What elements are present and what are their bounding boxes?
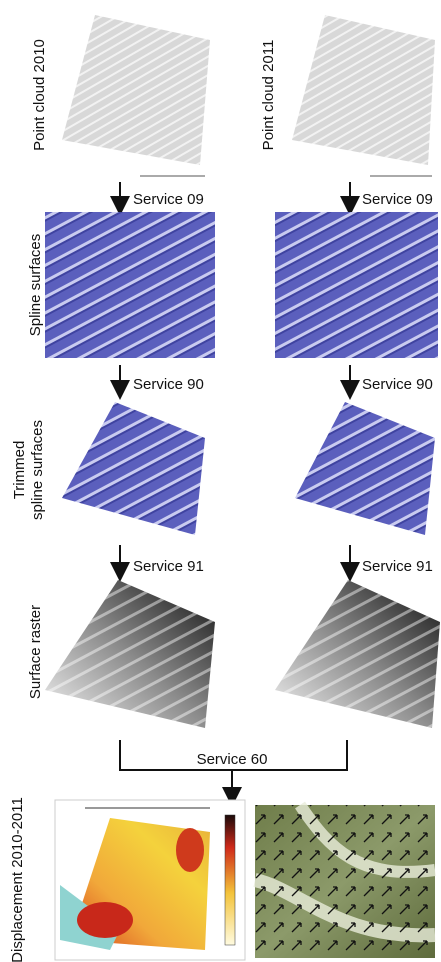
spline-surface-2010-image bbox=[45, 212, 215, 358]
spline-surface-2011-image bbox=[275, 212, 438, 358]
service-label: Service 90 bbox=[362, 376, 433, 393]
stage-label: Trimmed bbox=[11, 441, 28, 500]
workflow-diagram: Point cloud 2010 Point cloud 2011 Servic… bbox=[0, 0, 441, 962]
trimmed-surface-2011-image bbox=[295, 402, 435, 535]
trimmed-surface-2010-image bbox=[62, 402, 205, 535]
service-label: Service 60 bbox=[197, 751, 268, 768]
stage-label: spline surfaces bbox=[29, 420, 46, 520]
service-label: Service 91 bbox=[362, 558, 433, 575]
surface-raster-2011-image bbox=[275, 580, 440, 728]
page: Point cloud 2010 Point cloud 2011 Servic… bbox=[0, 0, 441, 962]
service-label: Service 09 bbox=[133, 191, 204, 208]
point-cloud-2011-image bbox=[292, 15, 435, 165]
displacement-map-image bbox=[55, 800, 245, 960]
stage-label: Point cloud 2010 bbox=[31, 39, 48, 151]
stage-label: Surface raster bbox=[27, 605, 44, 699]
stage-label: Spline surfaces bbox=[27, 234, 44, 337]
point-cloud-2010-image bbox=[62, 15, 210, 165]
displacement-vector-photo bbox=[255, 805, 435, 958]
surface-raster-2010-image bbox=[45, 580, 215, 728]
service-label: Service 90 bbox=[133, 376, 204, 393]
service-label: Service 09 bbox=[362, 191, 433, 208]
stage-label: Displacement 2010-2011 bbox=[9, 797, 26, 962]
stage-label: Point cloud 2011 bbox=[260, 40, 277, 151]
service-label: Service 91 bbox=[133, 558, 204, 575]
